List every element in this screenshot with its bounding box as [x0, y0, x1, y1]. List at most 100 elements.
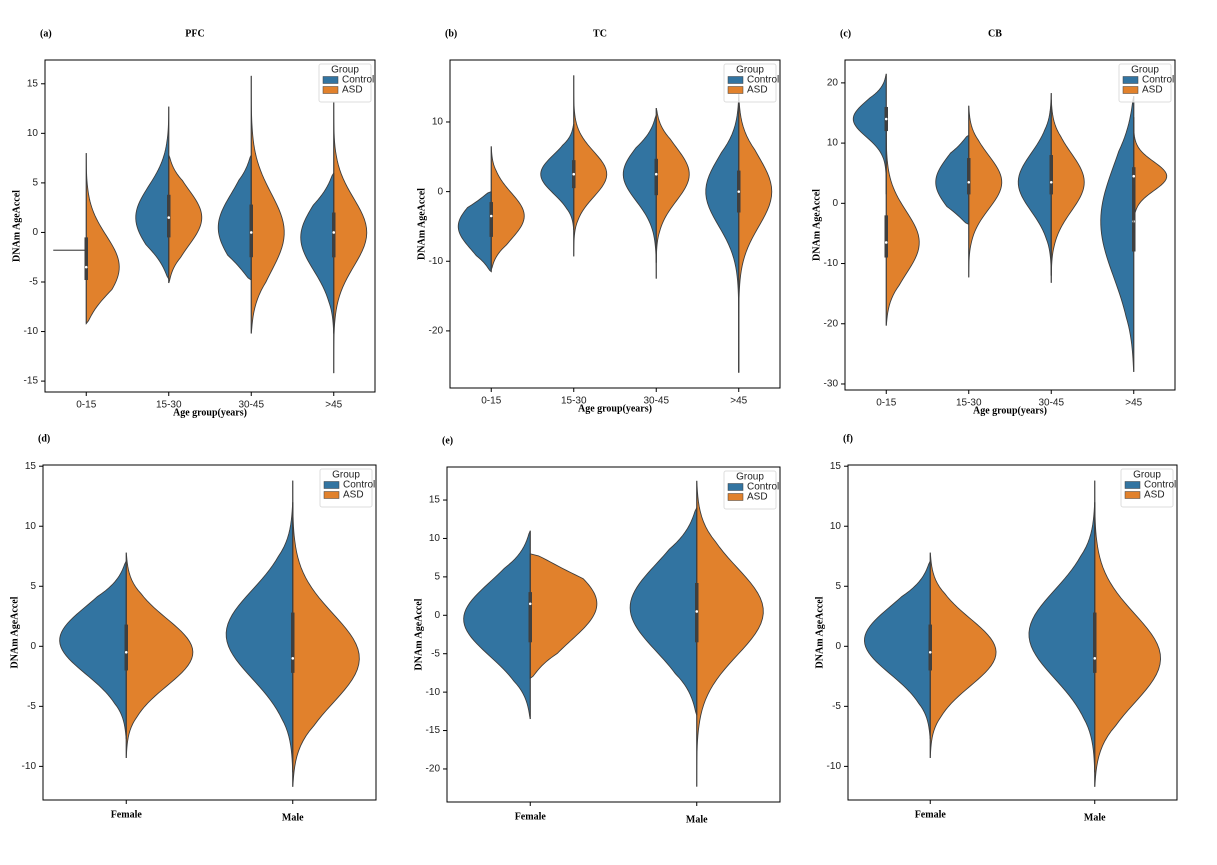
median — [695, 610, 699, 613]
violin-half — [655, 107, 690, 263]
legend-title: Group — [331, 65, 359, 76]
legend-swatch — [1122, 86, 1139, 94]
y-tick-label: -5 — [832, 701, 841, 712]
median — [928, 651, 932, 654]
panel-label: (b) — [445, 28, 457, 39]
y-tick-label: 5 — [835, 581, 841, 592]
legend-swatch — [727, 86, 744, 94]
x-tick-label: Female — [515, 811, 547, 822]
y-tick-label: 10 — [432, 117, 444, 128]
y-tick-label: 0 — [835, 641, 841, 652]
y-axis-label: DNAm AgeAccel — [416, 188, 427, 260]
y-tick-label: -10 — [24, 326, 39, 337]
axes-frame — [42, 464, 377, 801]
y-tick-label: 15 — [830, 461, 842, 472]
y-axis-label: DNAm AgeAccel — [9, 596, 20, 668]
x-tick-label: 0-15 — [876, 398, 896, 409]
y-tick-label: -10 — [429, 256, 444, 267]
median — [167, 216, 171, 219]
violin-half — [59, 560, 127, 739]
y-tick-label: -20 — [824, 318, 839, 329]
chart-title: CB — [988, 28, 1002, 39]
y-tick-label: 0 — [437, 186, 443, 197]
violin-half — [885, 123, 920, 326]
median — [884, 241, 888, 244]
panel-label: (d) — [38, 433, 50, 444]
y-tick-label: -5 — [27, 701, 36, 712]
legend-swatch — [727, 483, 744, 491]
median — [1049, 180, 1053, 184]
violin-half — [929, 552, 997, 759]
y-tick-label: -30 — [824, 379, 839, 390]
panel-label: (a) — [40, 28, 52, 39]
panel-label: (e) — [442, 435, 453, 446]
legend-swatch — [727, 493, 744, 501]
axes-frame — [446, 466, 781, 803]
median — [884, 117, 888, 121]
violin-half — [250, 75, 285, 334]
median — [572, 172, 576, 176]
violin-half — [705, 97, 740, 373]
legend-label: Control — [747, 75, 779, 86]
x-tick-label: Male — [282, 812, 304, 823]
y-tick-label: 0 — [832, 198, 838, 209]
violin-half — [292, 480, 360, 787]
y-tick-label: -15 — [24, 376, 39, 387]
violin-half — [738, 94, 773, 373]
violin-half — [1133, 117, 1168, 234]
violin-half — [935, 134, 970, 226]
legend-label: Control — [343, 480, 375, 491]
violin-half — [1017, 93, 1052, 276]
x-tick-label: 0-15 — [76, 400, 96, 411]
legend-swatch — [1124, 491, 1141, 499]
violin-half — [168, 154, 203, 284]
median — [528, 602, 532, 606]
y-tick-label: 10 — [27, 128, 39, 139]
y-axis-label: DNAm AgeAccel — [11, 190, 22, 262]
violin-half — [1094, 480, 1161, 787]
x-axis-label: Age group(years) — [173, 407, 247, 418]
y-tick-label: 15 — [27, 78, 39, 89]
median — [1093, 657, 1097, 660]
y-tick-label: -20 — [426, 764, 441, 775]
legend-label: ASD — [342, 85, 363, 96]
violin-half — [852, 73, 887, 195]
legend-swatch — [1124, 481, 1141, 489]
median — [84, 265, 88, 269]
x-tick-label: >45 — [325, 400, 342, 411]
y-tick-label: -5 — [431, 648, 440, 659]
y-tick-label: -10 — [827, 761, 842, 772]
y-axis-label: DNAm AgeAccel — [814, 596, 825, 668]
y-axis-label: DNAm AgeAccel — [811, 189, 822, 261]
legend-swatch — [727, 76, 744, 84]
legend-title: Group — [1131, 65, 1159, 76]
violin-half — [457, 190, 492, 273]
violin-half — [333, 101, 368, 374]
x-tick-label: 0-15 — [481, 396, 501, 407]
legend-label: ASD — [1144, 490, 1165, 501]
legend-swatch — [323, 491, 340, 499]
violin-half — [573, 75, 608, 257]
median — [1132, 174, 1136, 178]
median — [332, 231, 336, 234]
y-tick-label: -10 — [824, 258, 839, 269]
x-axis-label: Age group(years) — [973, 405, 1047, 416]
median — [654, 172, 658, 176]
x-tick-label: 15-30 — [156, 400, 182, 411]
legend-label: ASD — [343, 490, 364, 501]
median — [124, 651, 128, 654]
legend-label: ASD — [1142, 85, 1163, 96]
median — [249, 231, 253, 234]
x-tick-label: 30-45 — [238, 400, 264, 411]
violin-half — [225, 502, 294, 773]
legend-label: Control — [1144, 480, 1176, 491]
y-tick-label: 10 — [827, 138, 839, 149]
axes-frame — [847, 464, 1178, 801]
legend-label: ASD — [747, 492, 768, 503]
violin-half — [217, 154, 252, 281]
legend-swatch — [323, 481, 340, 489]
violin-half — [463, 530, 531, 720]
y-tick-label: -15 — [426, 725, 441, 736]
y-tick-label: 15 — [25, 461, 37, 472]
y-tick-label: 5 — [30, 581, 36, 592]
